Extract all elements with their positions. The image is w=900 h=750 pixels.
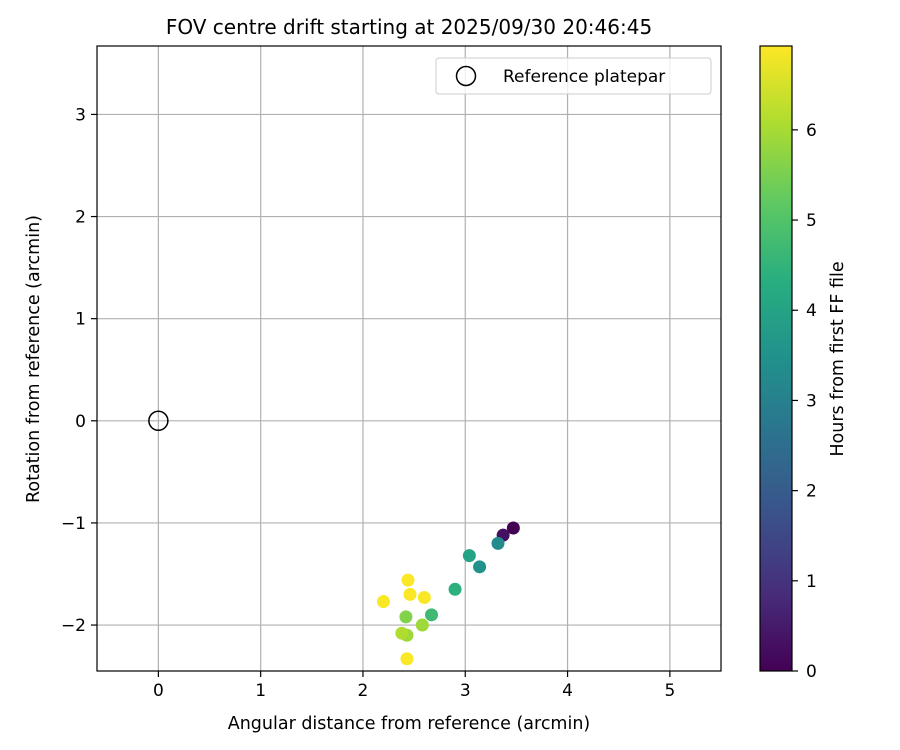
colorbar-label: Hours from first FF file: [828, 261, 848, 456]
colorbar-tick-label: 2: [806, 482, 817, 502]
colorbar-tick-label: 5: [806, 211, 817, 231]
reference-marker: [148, 410, 169, 432]
data-point: [473, 560, 487, 574]
colorbar-tick-label: 4: [806, 301, 817, 321]
legend-box: [435, 57, 712, 95]
y-tick-label: −1: [61, 514, 86, 534]
legend-label: Reference platepar: [503, 67, 665, 87]
colorbar-ticks: 0 1 2 3 4 5 6: [792, 121, 817, 682]
colorbar-tick-label: 3: [806, 391, 817, 411]
data-point: [399, 610, 413, 624]
legend: Reference platepar: [435, 57, 712, 95]
y-tick-label: 2: [75, 208, 86, 228]
x-tick-label: 1: [255, 681, 266, 701]
colorbar-tick-label: 6: [806, 121, 817, 141]
data-point: [403, 587, 417, 601]
colorbar: 0 1 2 3 4 5 6 Hours from first FF file: [759, 45, 848, 682]
colorbar-tick-label: 0: [806, 662, 817, 682]
x-axis-ticks: 0 1 2 3 4 5: [153, 671, 675, 701]
data-point: [395, 626, 409, 640]
legend-marker-icon: [455, 65, 477, 87]
x-tick-label: 3: [460, 681, 471, 701]
plot-frame: [96, 45, 722, 672]
data-point: [448, 582, 462, 596]
y-tick-label: 1: [75, 310, 86, 330]
data-point: [417, 590, 431, 604]
y-tick-label: −2: [61, 616, 86, 636]
reference-platepar-point: [148, 410, 169, 432]
y-axis-ticks: −2 −1 0 1 2 3: [61, 105, 97, 636]
data-point: [400, 652, 414, 666]
x-tick-label: 2: [358, 681, 369, 701]
chart-title: FOV centre drift starting at 2025/09/30 …: [166, 15, 652, 39]
data-points: [376, 521, 520, 666]
colorbar-gradient: [759, 45, 793, 672]
y-tick-label: 0: [75, 412, 86, 432]
data-point: [401, 573, 415, 587]
data-point: [425, 608, 439, 622]
y-axis-label: Rotation from reference (arcmin): [24, 215, 44, 503]
data-point: [506, 521, 520, 535]
x-axis-label: Angular distance from reference (arcmin): [228, 714, 591, 734]
grid-lines: [97, 46, 721, 671]
x-tick-label: 4: [562, 681, 573, 701]
x-tick-label: 5: [664, 681, 675, 701]
colorbar-tick-label: 1: [806, 572, 817, 592]
data-point: [462, 549, 476, 563]
data-point: [491, 536, 505, 550]
y-tick-label: 3: [75, 105, 86, 125]
data-point: [415, 618, 429, 632]
x-tick-label: 0: [153, 681, 164, 701]
data-point: [376, 595, 390, 609]
